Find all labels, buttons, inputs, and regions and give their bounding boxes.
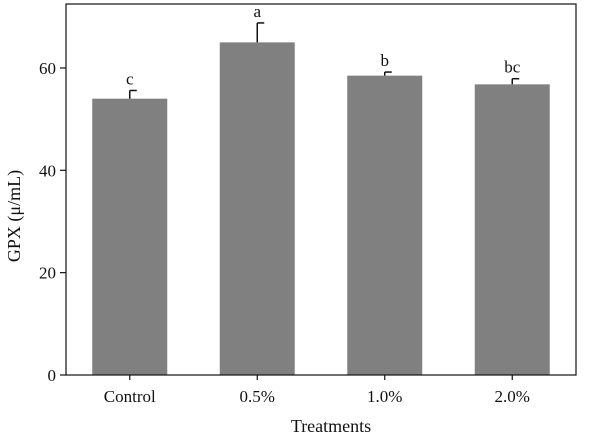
x-tick-label: 1.0% — [367, 387, 402, 406]
bar — [219, 42, 295, 376]
x-tick-label: 0.5% — [240, 387, 275, 406]
plot-area: c Control a 0.5% b 1.0% bc 2.0% 0 20 40 60 — [39, 2, 577, 406]
y-axis-title: GPX (μ/mL) — [4, 170, 25, 262]
bar — [347, 75, 423, 375]
bar — [474, 84, 550, 375]
bar — [92, 98, 168, 375]
significance-label: bc — [504, 58, 521, 77]
x-axis-title: Treatments — [291, 416, 371, 433]
y-tick-label: 0 — [48, 366, 57, 385]
x-tick-label: 2.0% — [495, 387, 530, 406]
x-tick-label: Control — [104, 387, 156, 406]
y-tick-label: 20 — [39, 264, 56, 283]
significance-label: a — [253, 2, 261, 21]
y-tick-label: 40 — [39, 161, 56, 180]
significance-label: b — [381, 51, 390, 70]
plot-frame — [65, 3, 577, 376]
y-tick-label: 60 — [39, 59, 56, 78]
significance-label: c — [126, 69, 134, 88]
